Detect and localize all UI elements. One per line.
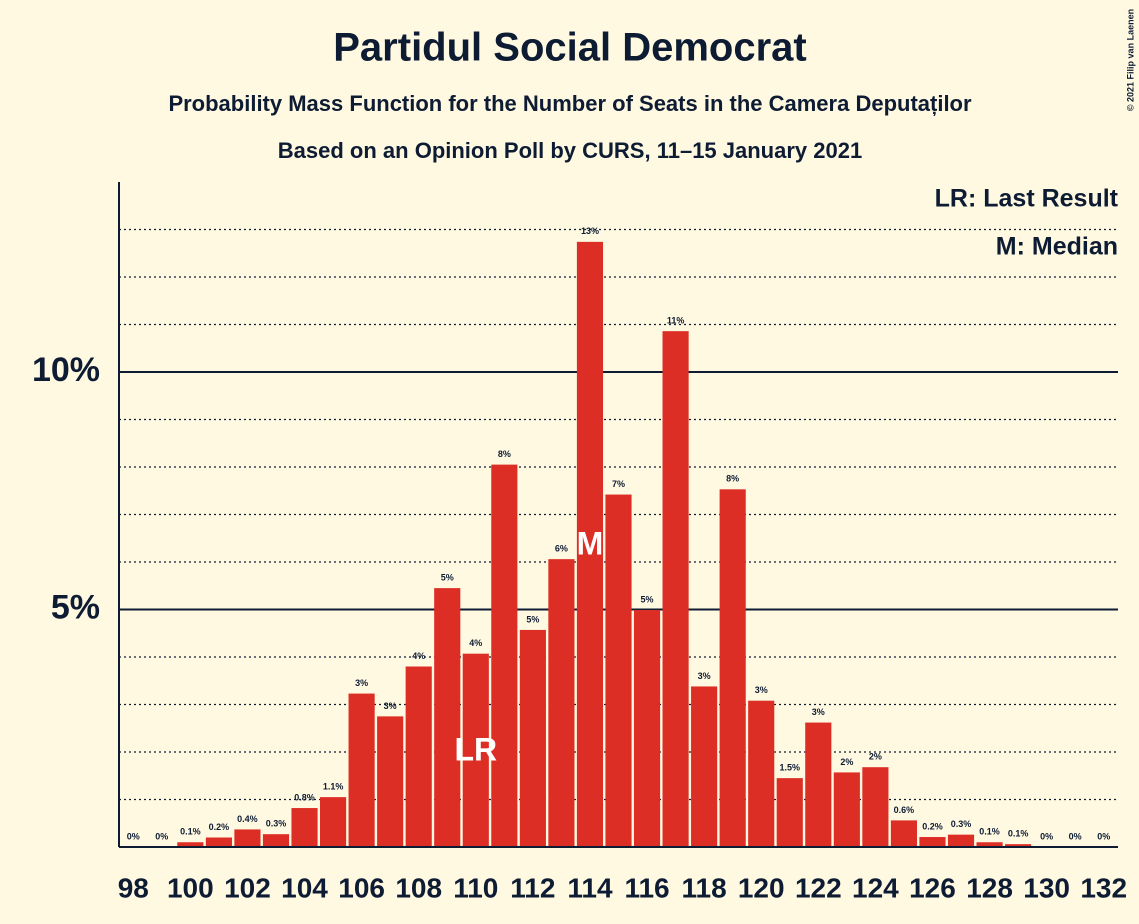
value-label: 3% [812, 707, 825, 717]
y-tick-label: 10% [32, 351, 100, 389]
bar [976, 842, 1003, 847]
bar [234, 829, 261, 847]
value-label: 0.2% [209, 822, 230, 832]
value-label: 0.1% [180, 827, 201, 837]
bar [833, 772, 860, 847]
value-label: 3% [355, 678, 368, 688]
value-label: 8% [726, 474, 739, 484]
value-label: 1.5% [779, 763, 800, 773]
value-label: 4% [469, 638, 482, 648]
value-label: 0.6% [894, 805, 915, 815]
bar [890, 820, 917, 847]
bar [1005, 844, 1032, 847]
x-tick-label: 132 [1080, 872, 1127, 903]
copyright: © 2021 Filip van Laenen [1125, 9, 1135, 111]
bar [491, 464, 518, 847]
value-label: 3% [698, 671, 711, 681]
value-label: 0.2% [922, 821, 943, 831]
chart-title: Partidul Social Democrat [333, 26, 806, 70]
x-tick-label: 116 [624, 872, 669, 903]
bar [519, 629, 546, 847]
value-label: 3% [755, 685, 768, 695]
x-tick-label: 120 [738, 872, 785, 903]
value-label: 7% [612, 479, 625, 489]
value-label: 0.1% [1008, 829, 1029, 839]
bar [862, 767, 889, 847]
x-tick-label: 126 [909, 872, 956, 903]
value-label: 0% [1069, 831, 1082, 841]
value-label: 0.8% [294, 792, 315, 802]
x-tick-label: 122 [795, 872, 842, 903]
x-tick-label: 106 [338, 872, 385, 903]
legend-entry: LR: Last Result [935, 185, 1119, 213]
value-label: 0% [155, 831, 168, 841]
chart-subtitle: Probability Mass Function for the Number… [168, 91, 972, 116]
value-label: 0.3% [951, 819, 972, 829]
x-tick-label: 118 [682, 872, 727, 903]
x-tick-label: 112 [510, 872, 555, 903]
value-label: 6% [555, 544, 568, 554]
bar [947, 834, 975, 847]
x-tick-label: 124 [852, 872, 899, 903]
marker-label: LR [454, 731, 497, 767]
bar [805, 722, 832, 847]
bar [748, 700, 775, 847]
value-label: 0% [1097, 831, 1110, 841]
legend-entry: M: Median [996, 233, 1118, 261]
bar [462, 653, 489, 847]
bar [405, 666, 432, 847]
bar [662, 331, 689, 847]
x-tick-label: 108 [395, 872, 442, 903]
bar [205, 837, 232, 847]
x-tick-label: 104 [281, 872, 328, 903]
bar [691, 686, 718, 847]
bar [576, 241, 604, 848]
x-tick-label: 110 [453, 872, 498, 903]
value-label: 11% [667, 316, 685, 326]
bar [919, 837, 946, 847]
value-label: 1.1% [323, 782, 344, 792]
bar [262, 834, 290, 847]
value-label: 4% [412, 651, 425, 661]
bar [291, 808, 318, 847]
marker-label: M [577, 525, 604, 561]
bar [776, 778, 803, 847]
chart-source: Based on an Opinion Poll by CURS, 11–15 … [278, 138, 862, 163]
bar [348, 693, 375, 847]
bar [177, 842, 204, 847]
x-tick-label: 102 [224, 872, 271, 903]
y-tick-label: 5% [51, 588, 100, 626]
value-label: 0% [1040, 831, 1053, 841]
bar [548, 559, 575, 847]
bar [719, 489, 746, 847]
bar [605, 494, 632, 847]
value-label: 0.1% [979, 827, 1000, 837]
x-tick-label: 130 [1023, 872, 1070, 903]
x-tick-label: 114 [567, 872, 613, 903]
bar [434, 588, 461, 847]
bar [320, 797, 347, 847]
value-label: 5% [526, 614, 539, 624]
value-label: 3% [384, 701, 397, 711]
bar [633, 609, 661, 847]
value-label: 0.4% [237, 814, 258, 824]
value-label: 2% [869, 752, 882, 762]
value-label: 2% [840, 757, 853, 767]
value-label: 0% [127, 831, 140, 841]
x-tick-label: 128 [966, 872, 1013, 903]
value-label: 13% [581, 226, 599, 236]
bar [377, 716, 404, 847]
value-label: 5% [441, 573, 454, 583]
value-label: 0.3% [266, 819, 287, 829]
x-tick-label: 100 [167, 872, 214, 903]
value-label: 5% [641, 594, 654, 604]
value-label: 8% [498, 449, 511, 459]
x-tick-label: 98 [118, 872, 149, 903]
